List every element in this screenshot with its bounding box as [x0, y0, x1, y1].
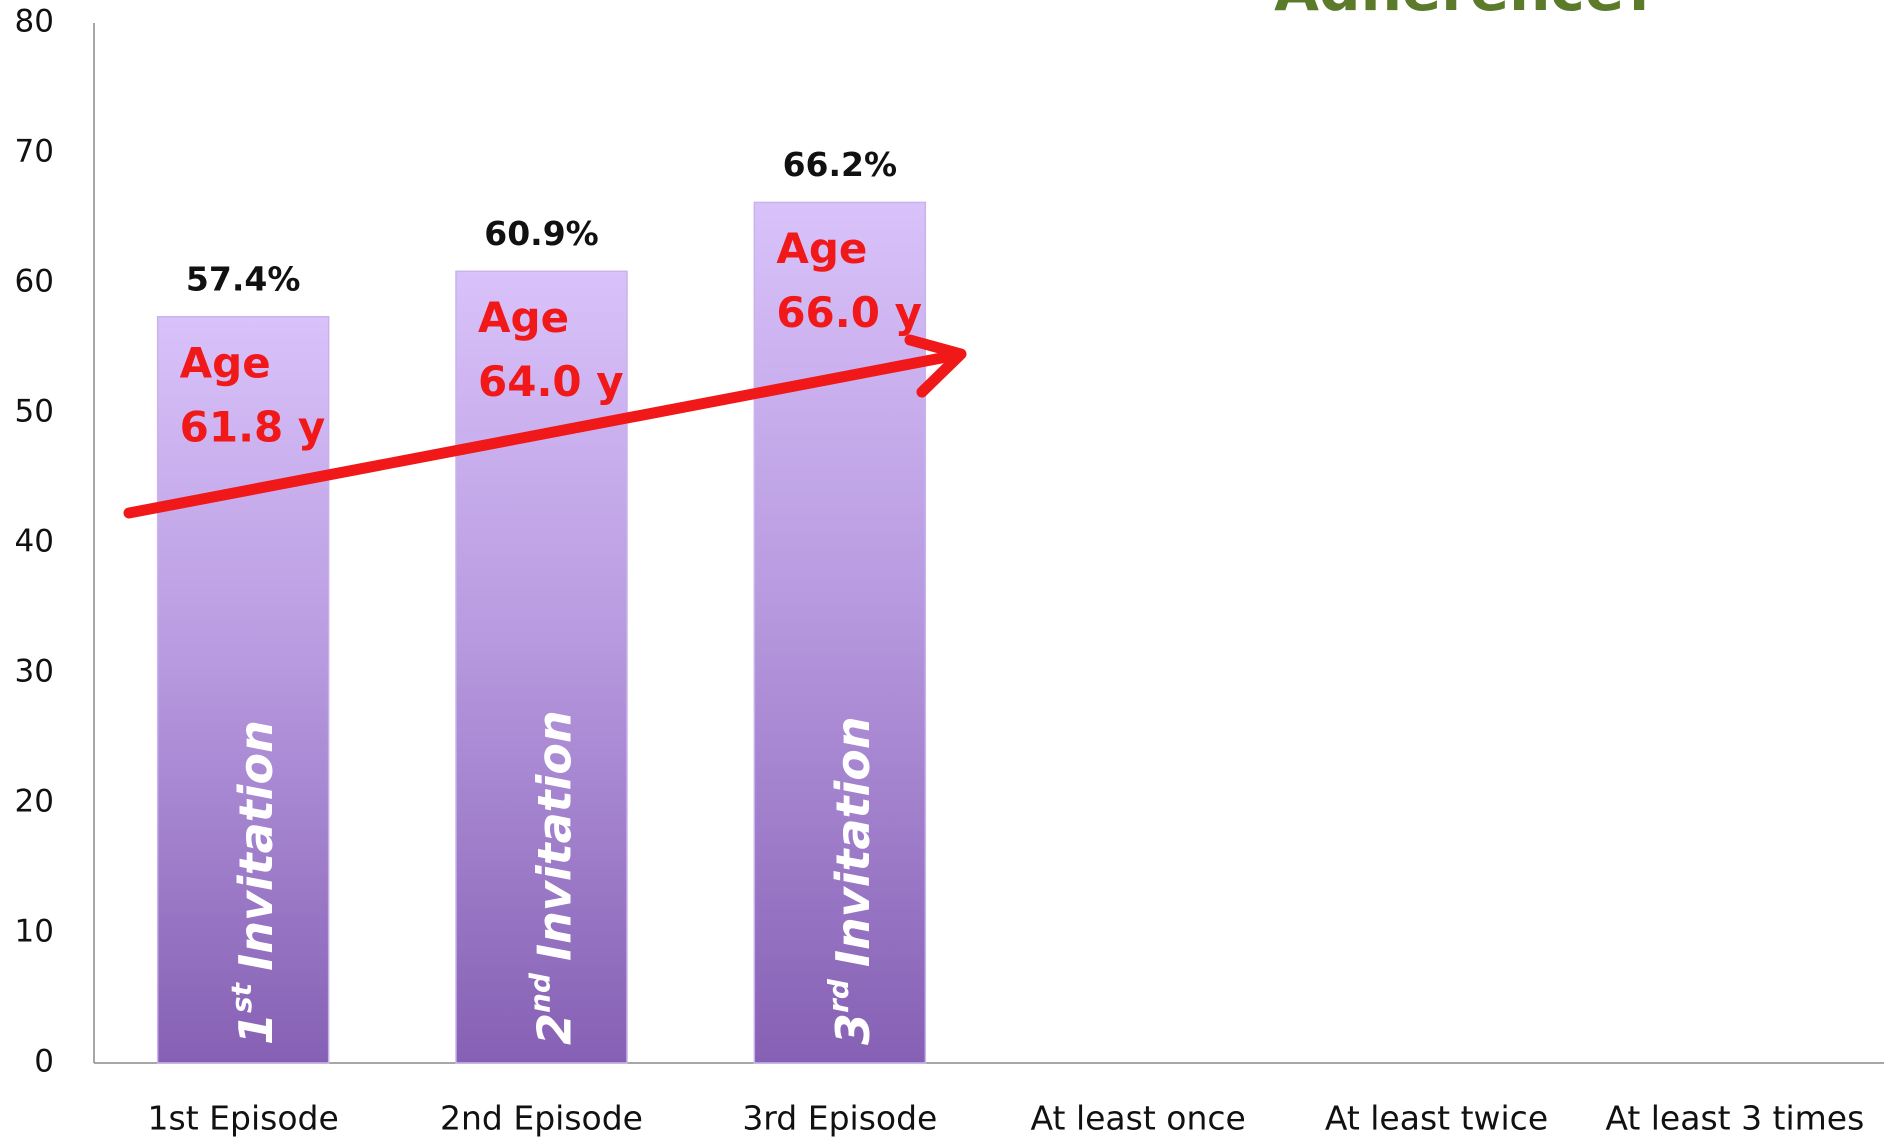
age-label: Age — [180, 338, 271, 387]
x-tick-label: 1st Episode — [148, 1099, 339, 1138]
y-tick-label: 80 — [15, 4, 54, 40]
y-tick-label: 60 — [15, 264, 54, 300]
bar-label-number: 2 — [527, 1013, 581, 1045]
bar-label-word: Invitation — [229, 720, 283, 971]
age-label: Age — [776, 224, 867, 273]
trend-arrow-head — [904, 334, 967, 398]
x-tick-label: At least twice — [1325, 1099, 1548, 1138]
bar-label: 2nd Invitation — [524, 710, 582, 1045]
age-label: 64.0 y — [478, 357, 624, 406]
age-label: 61.8 y — [180, 402, 326, 451]
x-tick-label: At least 3 times — [1605, 1099, 1864, 1138]
y-tick-label: 20 — [15, 784, 54, 820]
bar-label: 1st Invitation — [225, 720, 283, 1045]
bar-label-suffix: rd — [822, 978, 855, 1013]
x-tick-label: 3rd Episode — [742, 1099, 937, 1138]
y-tick-label: 40 — [15, 524, 54, 560]
x-tick-label: At least once — [1031, 1099, 1246, 1138]
y-tick-label: 0 — [34, 1044, 54, 1080]
value-label: 57.4% — [186, 259, 301, 298]
bar-label-word: Invitation — [825, 716, 879, 967]
bar — [156, 316, 330, 1064]
bar-label-number: 3 — [825, 1013, 879, 1045]
age-label: Age — [478, 293, 569, 342]
bar-label-suffix: nd — [524, 972, 557, 1013]
y-tick-label: 10 — [15, 914, 54, 950]
trend-arrow — [123, 350, 958, 519]
value-label: 60.9% — [484, 214, 599, 253]
bar — [753, 201, 927, 1064]
y-tick-label: 30 — [15, 654, 54, 690]
bar-label-suffix: st — [225, 981, 258, 1013]
bar-label: 3rd Invitation — [822, 716, 880, 1045]
x-tick-label: 2nd Episode — [440, 1099, 643, 1138]
bar — [455, 270, 628, 1064]
age-label: 66.0 y — [776, 288, 922, 337]
y-tick-label: 50 — [15, 394, 54, 430]
value-label: 66.2% — [783, 145, 898, 184]
bar-label-number: 1 — [229, 1013, 283, 1045]
bar-label-word: Invitation — [527, 710, 581, 961]
y-tick-label: 70 — [15, 134, 54, 170]
chart-title: Adherence? — [1274, 0, 1658, 24]
